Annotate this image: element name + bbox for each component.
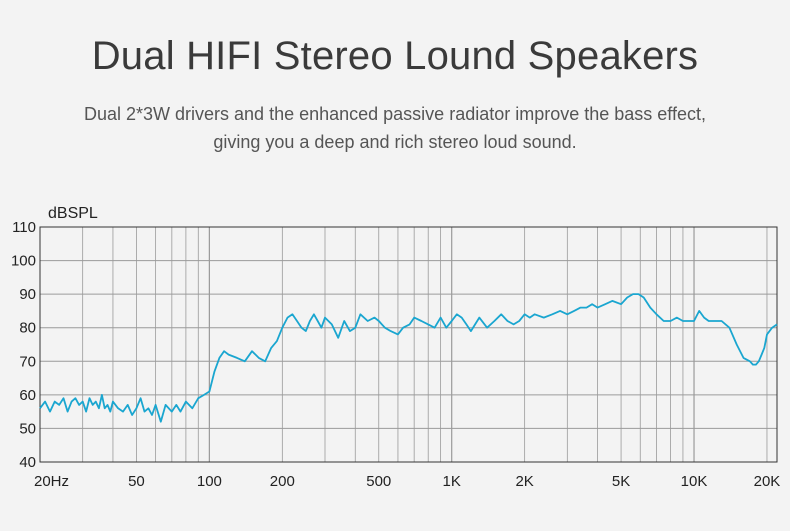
- y-tick-label: 70: [19, 353, 36, 370]
- x-axis-ticks: 20Hz 50 100 200 500 1K 2K 5K 10K 20K: [34, 473, 780, 490]
- subtitle-line-1: Dual 2*3W drivers and the enhanced passi…: [83, 104, 706, 124]
- y-tick-label: 60: [19, 387, 36, 404]
- y-tick-label: 100: [11, 253, 36, 270]
- major-grid: [40, 227, 777, 462]
- subtitle-line-2: giving you a deep and rich stereo loud s…: [213, 132, 577, 152]
- x-tick-label: 5K: [612, 473, 630, 490]
- x-tick-label: 10K: [681, 473, 708, 490]
- x-tick-label: 20Hz: [34, 473, 69, 490]
- frequency-response-line: [39, 293, 778, 423]
- x-tick-label: 200: [270, 473, 295, 490]
- page-subtitle: Dual 2*3W drivers and the enhanced passi…: [0, 100, 790, 156]
- page-title: Dual HIFI Stereo Lound Speakers: [91, 34, 699, 78]
- y-tick-label: 90: [19, 286, 36, 303]
- y-axis-ticks: 40 50 60 70 80 90 100 110: [11, 219, 36, 471]
- y-axis-label: dBSPL: [48, 205, 98, 222]
- x-tick-label: 20K: [754, 473, 781, 490]
- minor-grid: [82, 227, 768, 462]
- x-tick-label: 100: [197, 473, 222, 490]
- x-tick-label: 500: [366, 473, 391, 490]
- y-tick-label: 50: [19, 420, 36, 437]
- x-tick-label: 2K: [515, 473, 533, 490]
- y-tick-label: 110: [12, 219, 36, 236]
- y-tick-label: 40: [19, 454, 36, 471]
- plot-frame: [39, 226, 778, 463]
- y-tick-label: 80: [19, 320, 36, 337]
- x-tick-label: 50: [128, 473, 145, 490]
- x-tick-label: 1K: [443, 473, 461, 490]
